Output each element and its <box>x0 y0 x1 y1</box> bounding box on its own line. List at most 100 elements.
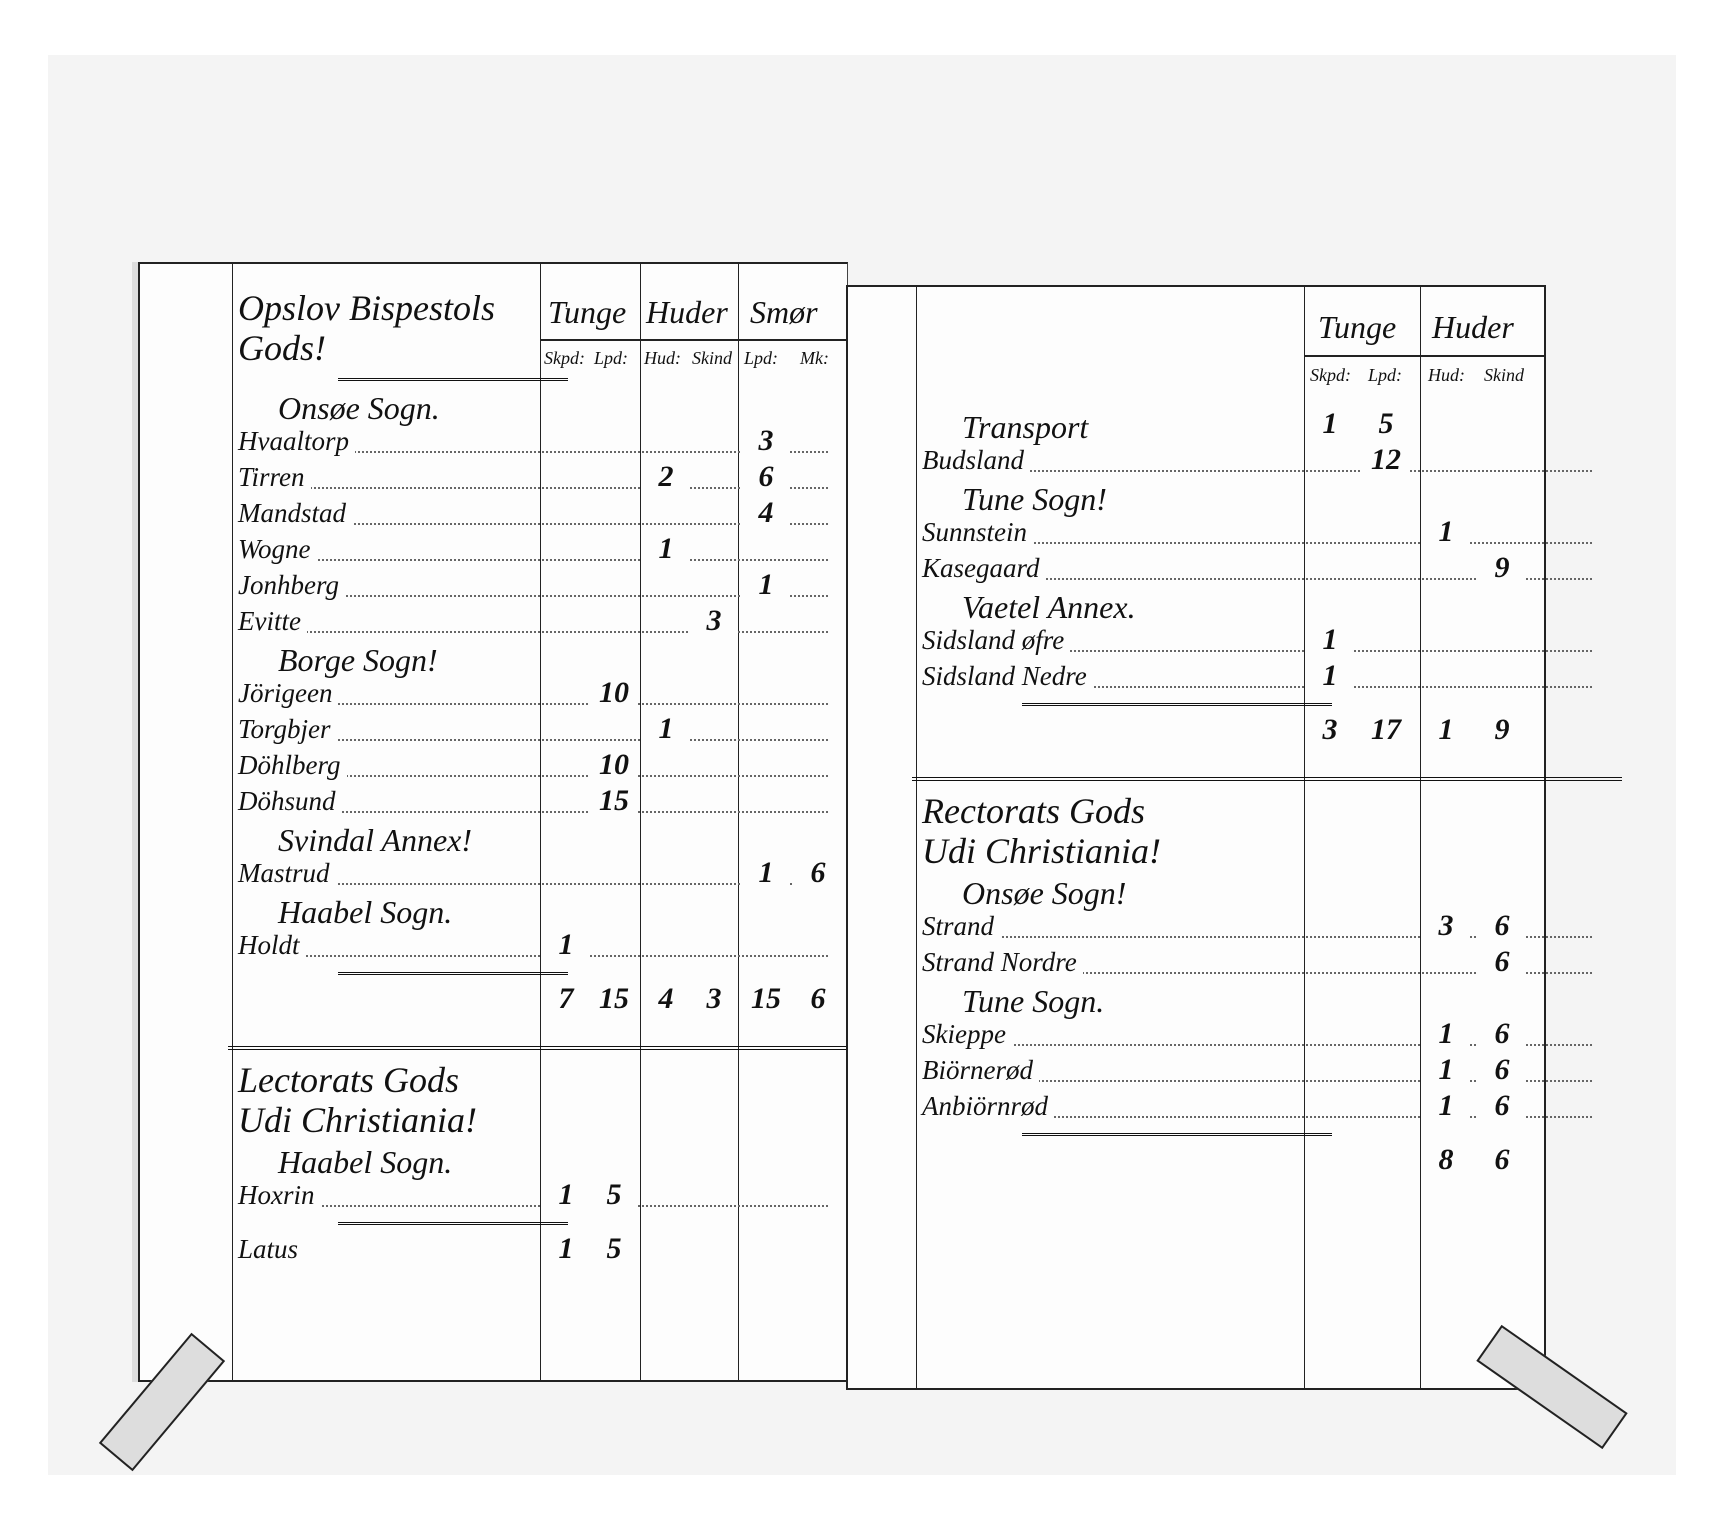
farm-name: Sidsland øfre <box>922 625 1071 656</box>
farm-name: Mastrud <box>238 858 336 889</box>
farm-name: Jonhberg <box>238 570 345 601</box>
value-cell: 1 <box>1422 515 1470 549</box>
subheader: Skind <box>692 348 732 368</box>
farm-name: Torgbjer <box>238 714 337 745</box>
section-heading: Lectorats Gods Udi Christiania! <box>238 1060 524 1140</box>
heading-row: Haabel Sogn. <box>238 1142 538 1181</box>
right-page: Tunge Huder Skpd: Lpd: Hud: Skind Transp… <box>846 285 1622 1390</box>
table-row: Strand Nordre 6 <box>922 945 1592 981</box>
value-cell: 3 <box>742 424 790 458</box>
section-heading: Transport <box>962 409 1095 446</box>
section-heading: Rectorats Gods Udi Christiania! <box>922 791 1208 871</box>
table-row: Holdt 1 <box>238 928 828 964</box>
title-row: Opslov Bispestols Gods! <box>238 286 538 370</box>
section-heading: Vaetel Annex. <box>962 589 1142 626</box>
section-heading: Onsøe Sogn. <box>278 390 446 427</box>
value-cell: 6 <box>1478 909 1526 943</box>
value-cell: 2 <box>642 460 690 494</box>
column-header-tunge: Tunge <box>1318 309 1397 345</box>
farm-name: Jörigeen <box>238 678 339 709</box>
subheader: Lpd: <box>744 348 779 368</box>
value-cell: 1 <box>742 568 790 602</box>
column-header-huder: Huder <box>1432 309 1514 345</box>
table-row: Döhsund 15 <box>238 784 828 820</box>
heading-row: Haabel Sogn. <box>238 892 538 931</box>
value-cell: 3 <box>690 982 738 1016</box>
subheader: Lpd: <box>1368 365 1403 385</box>
column-header-huder: Huder <box>646 294 728 330</box>
header-rule <box>1304 355 1544 357</box>
subheader: Lpd: <box>594 348 629 368</box>
value-cell: 15 <box>742 982 790 1016</box>
value-cell: 1 <box>1422 713 1470 747</box>
farm-name: Hoxrin <box>238 1180 321 1211</box>
table-row: Tirren 2 6 <box>238 460 828 496</box>
table-row: Döhlberg 10 <box>238 748 828 784</box>
value-cell: 4 <box>742 496 790 530</box>
section-heading: Haabel Sogn. <box>278 1144 459 1181</box>
table-row: Jörigeen 10 <box>238 676 828 712</box>
subheader: Skind <box>1484 365 1524 385</box>
value-cell: 5 <box>1362 407 1410 441</box>
heading-row: Tune Sogn! <box>922 479 1302 518</box>
value-cell: 12 <box>1362 443 1410 477</box>
section-heading: Svindal Annex! <box>278 822 479 859</box>
value-cell: 1 <box>1422 1017 1470 1051</box>
ledger-rows: Opslov Bispestols Gods! Onsøe Sogn. Hvaalt… <box>228 286 858 1288</box>
total-label: Latus <box>238 1234 305 1265</box>
table-row: Hvaaltorp 3 <box>238 424 828 460</box>
margin-line <box>916 287 917 1388</box>
farm-name: Döhlberg <box>238 750 347 781</box>
table-row: Biörnerød 1 6 <box>922 1053 1592 1089</box>
total-row: 7 15 4 3 15 6 <box>238 982 842 1038</box>
value-cell: 5 <box>590 1232 638 1266</box>
rule-row <box>922 695 1332 713</box>
section-heading: Onsøe Sogn! <box>962 875 1133 912</box>
subheader: Hud: <box>1428 365 1465 385</box>
rule-row <box>238 964 568 982</box>
subheader: Skpd: <box>544 348 585 368</box>
farm-name: Strand Nordre <box>922 947 1083 978</box>
column-divider <box>1420 287 1421 1388</box>
value-cell: 10 <box>590 748 638 782</box>
value-cell: 1 <box>1422 1053 1470 1087</box>
value-cell: 6 <box>794 982 842 1016</box>
table-row: Kasegaard 9 <box>922 551 1592 587</box>
value-cell: 17 <box>1362 713 1410 747</box>
heading-row: Borge Sogn! <box>238 640 538 679</box>
column-divider <box>738 264 739 1380</box>
subheader: Hud: <box>644 348 681 368</box>
value-cell: 9 <box>1478 551 1526 585</box>
table-row: Anbiörnrød 1 6 <box>922 1089 1592 1125</box>
subheader: Mk: <box>800 348 829 368</box>
table-row: Mastrud 1 6 <box>238 856 842 892</box>
table-row: Sunnstein 1 <box>922 515 1592 551</box>
heading-row: Onsøe Sogn! <box>922 873 1302 912</box>
value-cell: 9 <box>1478 713 1526 747</box>
farm-name: Anbiörnrød <box>922 1091 1055 1122</box>
total-row: Latus 1 5 <box>238 1232 638 1288</box>
rule-row <box>238 370 568 388</box>
value-cell: 15 <box>590 982 638 1016</box>
header-rule <box>540 339 847 341</box>
farm-name: Wogne <box>238 534 317 565</box>
heading-row: Transport 1 5 <box>922 407 1410 446</box>
table-row: Hoxrin 1 5 <box>238 1178 828 1214</box>
value-cell: 1 <box>1306 623 1354 657</box>
heading-row: Vaetel Annex. <box>922 587 1302 626</box>
heading-row: Svindal Annex! <box>238 820 538 859</box>
ledger-rows: Transport 1 5 Budsland 12 Tune Sogn! Sunnstein… <box>912 327 1622 1199</box>
section-heading: Tune Sogn! <box>962 481 1113 518</box>
spacer-row <box>922 327 1302 407</box>
column-divider <box>640 264 641 1380</box>
value-cell: 1 <box>542 1178 590 1212</box>
total-row: 3 17 1 9 <box>922 713 1526 769</box>
farm-name: Biörnerød <box>922 1055 1039 1086</box>
farm-name: Evitte <box>238 606 307 637</box>
value-cell: 6 <box>1478 1017 1526 1051</box>
farm-name: Strand <box>922 911 1001 942</box>
value-cell: 1 <box>642 532 690 566</box>
section-heading: Haabel Sogn. <box>278 894 459 931</box>
farm-name: Skieppe <box>922 1019 1012 1050</box>
